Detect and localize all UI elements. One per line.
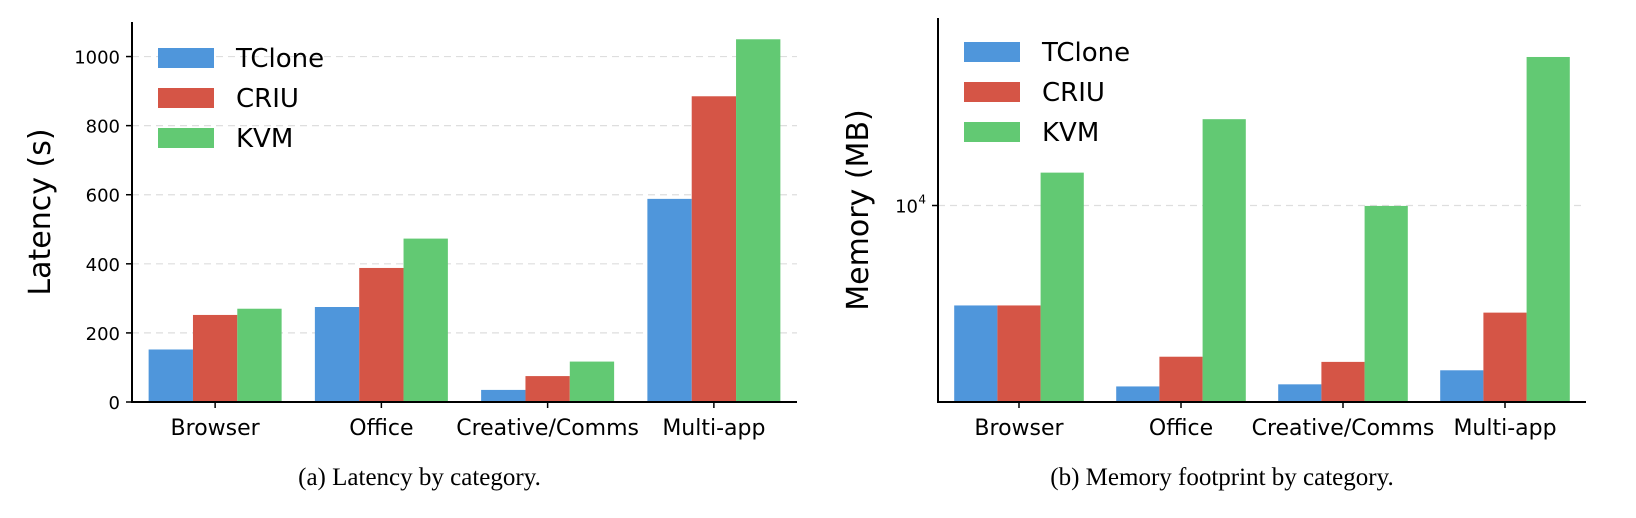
legend-label-kvm: KVM — [1042, 118, 1099, 148]
x-tick-label: Browser — [974, 416, 1064, 441]
y-tick-label: 10 — [895, 197, 918, 218]
legend-label-criu: CRIU — [1042, 78, 1105, 108]
y-tick-label: 400 — [86, 255, 120, 276]
legend: TClone CRIU KVM — [158, 44, 324, 154]
bar-kvm-3 — [736, 39, 781, 402]
legend-label-tclone: TClone — [235, 44, 324, 74]
bar-criu-3 — [1483, 312, 1527, 402]
bar-criu-1 — [359, 267, 404, 402]
legend-swatch-criu — [158, 88, 214, 108]
bar-kvm-1 — [1202, 119, 1246, 403]
bar-tclone-3 — [1440, 370, 1484, 402]
x-tick-label: Creative/Comms — [1252, 416, 1435, 441]
bar-kvm-2 — [1364, 205, 1408, 402]
legend-swatch-kvm — [158, 128, 214, 148]
y-tick-label: 0 — [109, 393, 120, 414]
bar-criu-0 — [192, 314, 238, 402]
y-tick-label: 800 — [86, 117, 120, 138]
x-tick-label: Multi-app — [1453, 416, 1556, 441]
y-tick-label: 200 — [86, 324, 120, 345]
bar-kvm-0 — [237, 308, 282, 402]
y-tick-label-exponent: 4 — [918, 193, 926, 207]
legend-swatch-criu — [964, 82, 1020, 102]
bar-criu-3 — [691, 96, 737, 402]
legend-swatch-kvm — [964, 122, 1020, 142]
legend-label-criu: CRIU — [236, 84, 299, 114]
x-tick-label: Office — [1149, 416, 1213, 441]
bar-kvm-1 — [403, 238, 448, 402]
y-tick-label: 600 — [86, 186, 120, 207]
bar-tclone-1 — [314, 307, 360, 402]
legend-swatch-tclone — [964, 42, 1020, 62]
bar-tclone-3 — [647, 198, 692, 402]
x-tick-label: Office — [349, 416, 413, 441]
y-axis-title: Memory (MB) — [841, 109, 876, 310]
x-tick-label: Creative/Comms — [456, 416, 639, 441]
bar-tclone-2 — [1278, 384, 1322, 402]
y-axis-title: Latency (s) — [23, 128, 58, 295]
bar-tclone-0 — [148, 349, 193, 402]
x-tick-label: Browser — [171, 416, 261, 441]
legend-label-kvm: KVM — [236, 124, 293, 154]
bar-kvm-0 — [1040, 172, 1084, 402]
bar-tclone-1 — [1116, 386, 1160, 402]
bar-tclone-2 — [481, 389, 526, 402]
y-tick-label: 1000 — [74, 48, 120, 69]
figure-caption: (a) Latency by category. — [298, 464, 541, 491]
legend-label-tclone: TClone — [1041, 38, 1130, 68]
bar-criu-2 — [1321, 361, 1365, 402]
legend: TClone CRIU KVM — [964, 38, 1130, 148]
bar-criu-0 — [997, 305, 1041, 402]
bar-kvm-3 — [1526, 56, 1570, 403]
chart-panel-0: 0 200 400 600 800 1000 Browser Office Creative/C… — [23, 22, 797, 491]
bar-kvm-2 — [569, 361, 615, 402]
bar-criu-2 — [525, 376, 570, 402]
bar-criu-1 — [1159, 356, 1203, 402]
chart-panel-1: 10 4 Browser Office Creative/Comms Multi-app M… — [841, 18, 1586, 491]
figure-caption: (b) Memory footprint by category. — [1050, 464, 1393, 491]
legend-swatch-tclone — [158, 48, 214, 68]
x-tick-label: Multi-app — [662, 416, 765, 441]
bar-tclone-0 — [954, 305, 998, 402]
